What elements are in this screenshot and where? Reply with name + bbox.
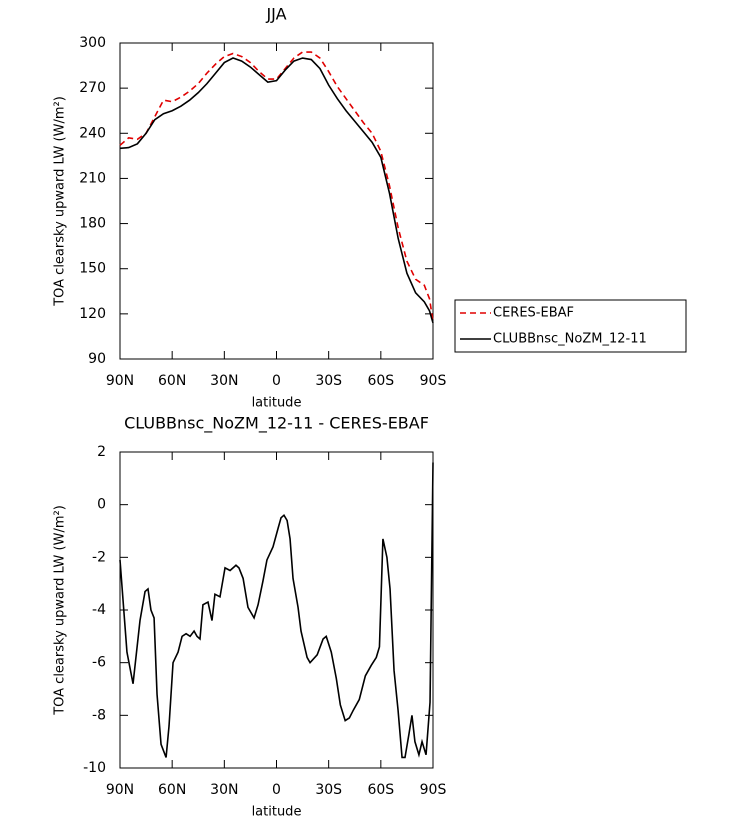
- x-tick-label: 60S: [367, 782, 394, 798]
- y-tick-label: -6: [92, 655, 106, 671]
- y-tick-label: 210: [79, 170, 106, 186]
- chart-title: JJA: [265, 5, 286, 24]
- y-tick-label: 300: [79, 35, 106, 51]
- y-tick-label: -2: [92, 549, 106, 565]
- x-tick-label: 90S: [420, 373, 447, 389]
- x-tick-label: 60N: [158, 373, 186, 389]
- x-tick-label: 90N: [106, 373, 134, 389]
- y-tick-label: 270: [79, 80, 106, 96]
- chart-title: CLUBBnsc_NoZM_12-11 - CERES-EBAF: [124, 414, 429, 434]
- y-tick-label: 150: [79, 261, 106, 277]
- y-tick-label: 2: [97, 444, 106, 460]
- x-tick-label: 0: [272, 782, 281, 798]
- x-tick-label: 90N: [106, 782, 134, 798]
- y-tick-label: 0: [97, 497, 106, 513]
- legend-label: CERES-EBAF: [493, 306, 574, 321]
- x-tick-label: 60S: [367, 373, 394, 389]
- data-line: [119, 57, 434, 324]
- y-tick-label: 90: [88, 351, 106, 367]
- y-axis-label: TOA clearsky upward LW (W/m²): [53, 96, 68, 307]
- x-tick-label: 30S: [315, 373, 342, 389]
- x-tick-label: 30S: [315, 782, 342, 798]
- x-axis-label: latitude: [252, 805, 302, 820]
- x-axis-label: latitude: [252, 396, 302, 411]
- y-tick-label: -4: [92, 602, 106, 618]
- x-tick-label: 60N: [158, 782, 186, 798]
- plot-frame: [119, 42, 434, 360]
- data-line: [119, 462, 434, 759]
- data-line: [119, 51, 434, 322]
- legend-box: [454, 299, 687, 353]
- plot-frame: [119, 451, 434, 769]
- x-tick-label: 30N: [210, 373, 238, 389]
- x-tick-label: 30N: [210, 782, 238, 798]
- y-axis-label: TOA clearsky upward LW (W/m²): [53, 505, 68, 716]
- y-tick-label: 240: [79, 125, 106, 141]
- y-tick-label: -10: [83, 760, 106, 776]
- x-tick-label: 90S: [420, 782, 447, 798]
- y-tick-label: -8: [92, 707, 106, 723]
- x-tick-label: 0: [272, 373, 281, 389]
- y-tick-label: 180: [79, 216, 106, 232]
- legend-label: CLUBBnsc_NoZM_12-11: [493, 332, 647, 347]
- y-tick-label: 120: [79, 306, 106, 322]
